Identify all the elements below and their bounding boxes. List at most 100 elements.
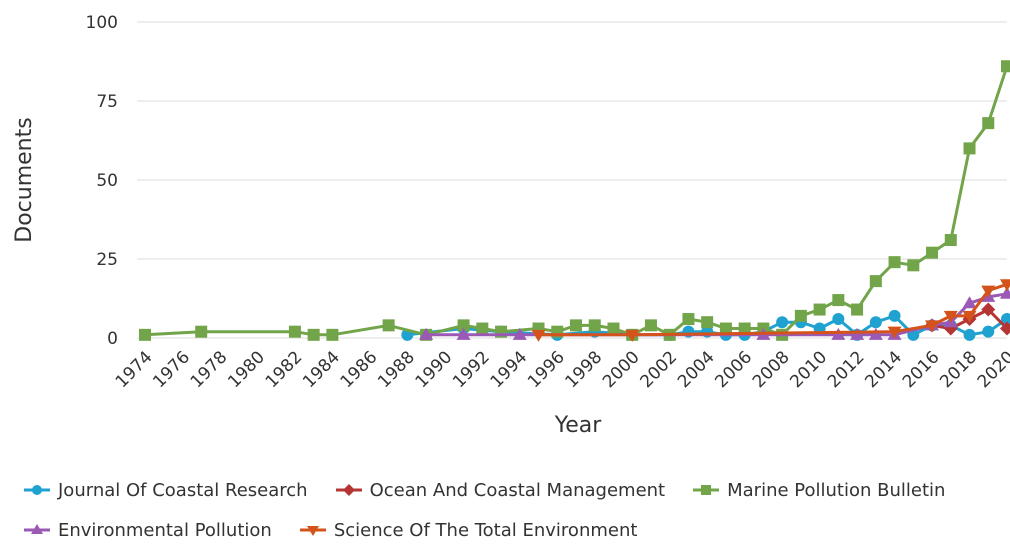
x-tick-label: 2002 bbox=[636, 347, 681, 392]
x-tick-label: 1978 bbox=[187, 347, 232, 392]
chart-legend: Journal Of Coastal Research Ocean And Coa… bbox=[22, 470, 1002, 550]
x-tick-label: 1996 bbox=[524, 347, 569, 392]
data-point[interactable] bbox=[456, 327, 471, 340]
data-point[interactable] bbox=[31, 524, 43, 534]
legend-label: Science Of The Total Environment bbox=[333, 519, 638, 541]
legend-item[interactable]: Journal Of Coastal Research bbox=[22, 480, 308, 501]
x-tick-label: 2000 bbox=[599, 347, 644, 392]
data-point[interactable] bbox=[306, 526, 319, 536]
x-tick-label: 1998 bbox=[562, 347, 607, 392]
data-point[interactable] bbox=[943, 310, 958, 323]
data-point[interactable] bbox=[982, 325, 995, 338]
y-tick-label: 75 bbox=[96, 92, 118, 112]
legend-row: Environmental Pollution Science Of The To… bbox=[22, 510, 1002, 550]
y-axis-ticks: 0 25 50 75 100 bbox=[86, 13, 118, 349]
x-tick-label: 2018 bbox=[936, 347, 981, 392]
legend-item[interactable]: Environmental Pollution bbox=[22, 520, 272, 541]
data-point[interactable] bbox=[139, 328, 151, 341]
x-tick-label: 1980 bbox=[224, 347, 269, 392]
data-point[interactable] bbox=[1000, 279, 1010, 292]
data-point[interactable] bbox=[419, 327, 434, 340]
x-tick-label: 1992 bbox=[449, 347, 494, 392]
data-point[interactable] bbox=[1001, 60, 1010, 73]
data-point[interactable] bbox=[32, 485, 42, 495]
data-point[interactable] bbox=[1001, 313, 1010, 326]
x-tick-label: 1982 bbox=[262, 347, 307, 392]
x-axis-ticks: 1974197619781980198219841986198819901992… bbox=[112, 347, 1010, 392]
x-tick-label: 2008 bbox=[749, 347, 794, 392]
series-layer bbox=[139, 60, 1010, 342]
x-tick-label: 1988 bbox=[374, 347, 419, 392]
data-point[interactable] bbox=[531, 329, 546, 342]
legend-item[interactable]: Science Of The Total Environment bbox=[298, 519, 638, 541]
data-point[interactable] bbox=[476, 322, 489, 335]
data-point[interactable] bbox=[342, 484, 355, 496]
data-point[interactable] bbox=[869, 316, 882, 329]
data-point[interactable] bbox=[888, 309, 901, 322]
data-point[interactable] bbox=[962, 310, 977, 323]
x-tick-label: 1974 bbox=[112, 347, 157, 392]
data-point[interactable] bbox=[794, 309, 807, 322]
data-point[interactable] bbox=[926, 246, 939, 259]
data-point[interactable] bbox=[850, 327, 865, 340]
x-tick-label: 2010 bbox=[786, 347, 831, 392]
data-point[interactable] bbox=[570, 319, 582, 332]
x-tick-label: 2004 bbox=[674, 347, 719, 392]
x-tick-label: 2020 bbox=[974, 347, 1010, 392]
data-point[interactable] bbox=[887, 326, 902, 339]
data-point[interactable] bbox=[512, 327, 527, 340]
data-point[interactable] bbox=[457, 319, 470, 332]
data-point[interactable] bbox=[776, 316, 789, 329]
x-tick-label: 2016 bbox=[899, 347, 944, 392]
data-point[interactable] bbox=[944, 234, 957, 247]
x-axis-title: Year bbox=[554, 413, 603, 438]
data-point[interactable] bbox=[851, 303, 864, 316]
y-axis-title: Documents bbox=[12, 117, 37, 242]
x-tick-label: 1976 bbox=[149, 347, 194, 392]
data-point[interactable] bbox=[382, 319, 395, 332]
data-point[interactable] bbox=[982, 117, 995, 130]
y-tick-label: 50 bbox=[96, 171, 118, 191]
data-point[interactable] bbox=[701, 316, 714, 329]
legend-swatch bbox=[299, 526, 326, 536]
x-tick-label: 2006 bbox=[711, 347, 756, 392]
x-tick-label: 1990 bbox=[412, 347, 457, 392]
legend-item[interactable]: Marine Pollution Bulletin bbox=[691, 480, 945, 501]
data-point[interactable] bbox=[644, 319, 657, 332]
data-point[interactable] bbox=[981, 302, 996, 317]
data-point[interactable] bbox=[868, 327, 883, 340]
x-tick-label: 1986 bbox=[337, 347, 382, 392]
data-point[interactable] bbox=[326, 328, 339, 341]
data-point[interactable] bbox=[963, 328, 976, 341]
data-point[interactable] bbox=[981, 285, 996, 298]
y-tick-label: 0 bbox=[107, 329, 118, 349]
data-point[interactable] bbox=[832, 313, 845, 326]
data-point[interactable] bbox=[195, 325, 208, 338]
data-point[interactable] bbox=[307, 328, 320, 341]
data-point[interactable] bbox=[962, 296, 977, 309]
data-point[interactable] bbox=[625, 329, 640, 342]
series-line bbox=[144, 65, 1009, 337]
legend-item[interactable]: Ocean And Coastal Management bbox=[334, 480, 665, 501]
gridlines bbox=[137, 21, 1007, 339]
data-point[interactable] bbox=[925, 320, 940, 333]
data-point[interactable] bbox=[907, 259, 920, 272]
data-point[interactable] bbox=[588, 319, 601, 332]
data-point[interactable] bbox=[719, 322, 732, 335]
x-tick-label: 2014 bbox=[861, 347, 906, 392]
data-point[interactable] bbox=[813, 303, 826, 316]
series-line bbox=[538, 282, 1008, 337]
data-point[interactable] bbox=[869, 275, 882, 288]
data-point[interactable] bbox=[701, 485, 712, 495]
data-point[interactable] bbox=[963, 142, 976, 155]
x-tick-label: 1994 bbox=[487, 347, 532, 392]
data-point[interactable] bbox=[738, 322, 751, 335]
data-point[interactable] bbox=[888, 256, 901, 269]
legend-swatch bbox=[24, 524, 50, 534]
data-point[interactable] bbox=[682, 313, 695, 326]
data-point[interactable] bbox=[288, 325, 301, 338]
data-point[interactable] bbox=[1000, 321, 1010, 336]
data-point[interactable] bbox=[832, 294, 845, 307]
data-point[interactable] bbox=[607, 322, 620, 335]
